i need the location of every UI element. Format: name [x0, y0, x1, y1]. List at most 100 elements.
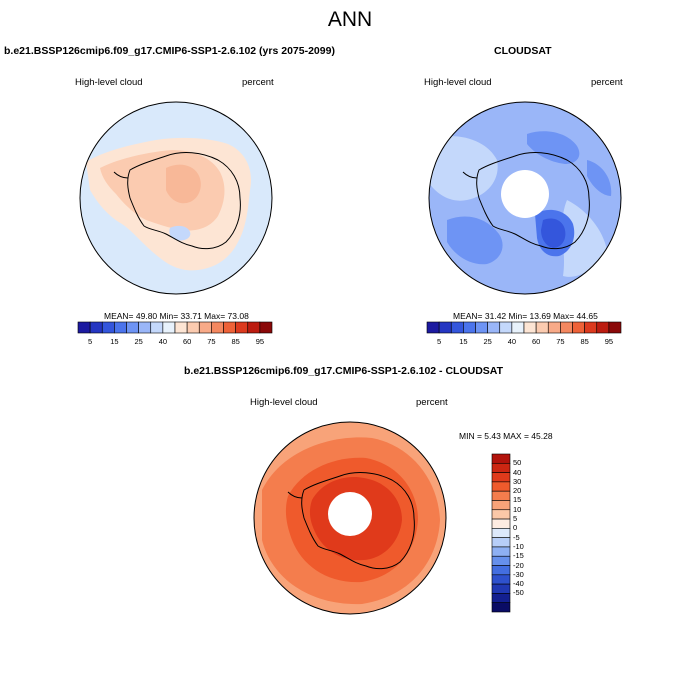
right-colorbar-swatch	[596, 321, 610, 334]
diff-colorbar-tick-label: -15	[513, 551, 524, 561]
right-colorbar-tick-label: 60	[531, 337, 541, 346]
right-colorbar-swatch	[450, 321, 464, 334]
left-colorbar	[77, 321, 273, 334]
diff-colorbar-tick-label: 5	[513, 514, 518, 524]
right-colorbar-swatch	[608, 321, 622, 334]
right-colorbar-swatch	[426, 321, 440, 334]
right-colorbar-tick-label: 95	[604, 337, 614, 346]
diff-colorbar-swatch	[491, 565, 511, 576]
figure-title: ANN	[327, 8, 373, 31]
left-colorbar-swatch	[89, 321, 103, 334]
left-colorbar-swatch	[198, 321, 212, 334]
diff-colorbar-swatch	[491, 537, 511, 548]
diff-colorbar-ticks: 50 40 30 20 15 10 5 0 -5 -10 -15 -20 -30 -40 -50	[513, 454, 543, 612]
diff-colorbar-tick-label: -10	[513, 541, 524, 551]
left-variable-label: High-level cloud	[75, 77, 143, 88]
left-colorbar-tick-label: 15	[110, 337, 119, 346]
left-map-border	[79, 101, 273, 295]
right-cloud-region-mid	[447, 131, 612, 265]
right-units-label: percent	[591, 77, 623, 88]
left-cloud-low-spot	[169, 225, 191, 241]
left-colorbar-swatch	[126, 321, 139, 334]
right-colorbar	[426, 321, 622, 334]
right-colorbar-tick-label: 15	[459, 337, 468, 346]
left-stats: MEAN= 49.80 Min= 33.71 Max= 73.08	[104, 311, 249, 321]
left-colorbar-swatch	[235, 321, 249, 334]
left-colorbar-swatch	[247, 321, 261, 334]
right-variable-label: High-level cloud	[424, 77, 492, 88]
diff-colorbar-swatch	[491, 462, 511, 473]
diff-units-label: percent	[416, 397, 448, 408]
right-cloud-region-lighter	[429, 136, 607, 277]
left-colorbar-tick-label: 25	[134, 337, 143, 346]
right-stats: MEAN= 31.42 Min= 13.69 Max= 44.65	[453, 311, 598, 321]
right-panel-title: CLOUDSAT	[494, 45, 552, 57]
diff-colorbar-swatch	[491, 518, 511, 529]
right-colorbar-swatch	[560, 321, 573, 334]
right-colorbar-ticks: 5 15 25 40 60 75 85 95	[427, 337, 621, 349]
diff-panel-title: b.e21.BSSP126cmip6.f09_g17.CMIP6-SSP1-2.…	[184, 365, 504, 377]
right-colorbar-swatch	[487, 321, 501, 334]
left-colorbar-swatch	[162, 321, 176, 334]
right-colorbar-tick-label: 5	[437, 337, 442, 346]
diff-colorbar-tick-label: -50	[513, 588, 524, 598]
left-panel-title: b.e21.BSSP126cmip6.f09_g17.CMIP6-SSP1-2.…	[4, 45, 335, 57]
diff-colorbar-swatch	[491, 555, 511, 566]
left-colorbar-swatch	[114, 321, 127, 334]
diff-colorbar-swatch	[491, 602, 511, 613]
right-colorbar-swatch	[438, 321, 452, 334]
right-colorbar-swatch	[499, 321, 513, 334]
diff-colorbar-swatch	[491, 481, 511, 492]
right-cloud-region-core	[541, 218, 566, 248]
right-colorbar-swatch	[523, 321, 537, 334]
right-colorbar-swatch	[535, 321, 549, 334]
diff-colorbar-tick-label: 50	[513, 458, 522, 468]
left-colorbar-tick-label: 95	[255, 337, 265, 346]
diff-colorbar-swatch	[491, 583, 511, 594]
diff-colorbar-tick-label: -40	[513, 579, 524, 589]
right-colorbar-swatch	[511, 321, 525, 334]
left-colorbar-swatch	[138, 321, 152, 334]
left-colorbar-swatch	[77, 321, 91, 334]
diff-colorbar-tick-label: 40	[513, 467, 522, 477]
diff-colorbar-swatch	[491, 593, 511, 604]
right-colorbar-swatch	[475, 321, 488, 334]
diff-colorbar-tick-label: -5	[513, 532, 520, 542]
diff-colorbar-tick-label: 20	[513, 486, 522, 496]
left-colorbar-swatch	[186, 321, 200, 334]
left-colorbar-tick-label: 40	[158, 337, 168, 346]
diff-colorbar-tick-label: -30	[513, 569, 524, 579]
left-colorbar-swatch	[174, 321, 188, 334]
right-colorbar-swatch	[547, 321, 561, 334]
diff-polar-data-gap	[328, 492, 372, 536]
left-colorbar-swatch	[211, 321, 224, 334]
diff-colorbar-swatch	[491, 500, 511, 511]
diff-colorbar-swatch	[491, 453, 511, 464]
diff-map-border	[253, 421, 447, 615]
right-map-border	[428, 101, 622, 295]
diff-colorbar-swatch	[491, 509, 511, 520]
diff-colorbar-tick-label: -20	[513, 560, 524, 570]
left-colorbar-swatch	[259, 321, 273, 334]
right-colorbar-tick-label: 75	[556, 337, 565, 346]
left-colorbar-swatch	[101, 321, 115, 334]
diff-colorbar-swatch	[491, 574, 511, 585]
diff-colorbar-swatch	[491, 490, 511, 501]
diff-colorbar-tick-label: 30	[513, 476, 522, 486]
diff-colorbar-swatch	[491, 472, 511, 483]
diff-colorbar-swatch	[491, 528, 511, 538]
left-colorbar-swatch	[150, 321, 164, 334]
left-colorbar-ticks: 5 15 25 40 60 75 85 95	[78, 337, 272, 349]
left-colorbar-tick-label: 85	[231, 337, 240, 346]
right-map	[428, 101, 622, 295]
left-units-label: percent	[242, 77, 274, 88]
left-colorbar-tick-label: 75	[207, 337, 216, 346]
diff-colorbar	[491, 453, 511, 613]
left-cloud-region-core	[166, 164, 201, 204]
right-colorbar-tick-label: 40	[507, 337, 517, 346]
diff-colorbar-tick-label: 10	[513, 504, 522, 514]
left-antarctica-outline	[113, 152, 241, 250]
diff-stats: MIN = 5.43 MAX = 45.28	[459, 431, 553, 441]
right-colorbar-swatch	[584, 321, 598, 334]
diff-map	[253, 421, 447, 615]
